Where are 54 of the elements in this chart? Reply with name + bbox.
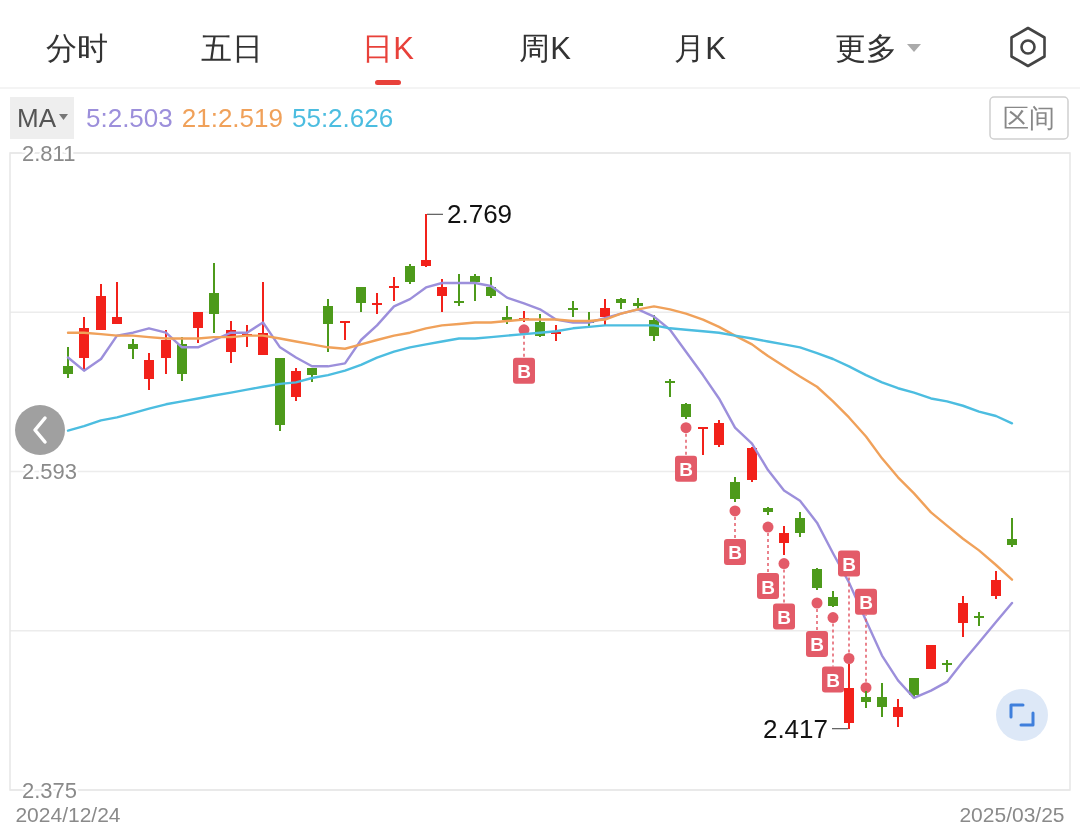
tab-label: 分时 xyxy=(46,30,108,66)
annotation: 2.417 xyxy=(762,713,849,744)
legend: MA 5:2.503 21:2.519 55:2.626 xyxy=(10,97,394,139)
tab-label: 月K xyxy=(674,30,726,66)
annotation: 2.769 xyxy=(426,199,513,230)
candlestick xyxy=(128,338,138,359)
data-label: B xyxy=(777,607,791,629)
data-label: B xyxy=(859,592,873,614)
value-label: B xyxy=(773,568,795,630)
value-label: B xyxy=(724,516,746,565)
value-label: B xyxy=(513,335,535,384)
annotation: 2.769 xyxy=(447,199,513,230)
candlestick xyxy=(698,426,708,456)
data-label: B xyxy=(679,459,693,481)
x-tick-label: 2024/12/24 xyxy=(15,802,121,826)
y-tick-label: 2.811 xyxy=(22,140,76,166)
tab-label: 五日 xyxy=(201,30,263,66)
candlestick xyxy=(421,214,431,267)
point xyxy=(762,521,774,533)
candlestick xyxy=(974,611,984,627)
candlestick xyxy=(942,659,952,672)
data-label: B xyxy=(810,634,824,656)
y-tick-label: 2.593 xyxy=(22,459,78,484)
annotation: 2.417 xyxy=(762,713,828,744)
value-label: B xyxy=(675,432,697,482)
point xyxy=(729,505,741,517)
candlestick xyxy=(340,321,350,341)
candlestick xyxy=(1007,518,1017,548)
x-tick-label: 2025/03/25 xyxy=(959,802,1065,826)
value-label: B xyxy=(822,622,844,693)
y-tick-label: 2.375 xyxy=(22,777,78,803)
data-label: B xyxy=(826,670,840,692)
value-label: B xyxy=(806,608,828,657)
candlestick xyxy=(568,300,578,317)
data-label: B xyxy=(842,554,856,576)
candlestick xyxy=(389,277,399,301)
tab-label: 周K xyxy=(519,30,571,66)
candlestick xyxy=(665,379,675,397)
data-label: B xyxy=(517,361,531,383)
value-label: B xyxy=(855,588,877,683)
value-label: B xyxy=(757,532,779,599)
point xyxy=(843,653,855,665)
text: 区间 xyxy=(1003,103,1055,133)
point xyxy=(827,612,839,624)
candlestick xyxy=(372,293,382,314)
point xyxy=(680,422,692,434)
point xyxy=(778,558,790,570)
data-label: B xyxy=(728,542,742,564)
legend-title: MA xyxy=(17,103,57,133)
point xyxy=(860,682,872,694)
point xyxy=(811,597,823,609)
tab-label: 日K xyxy=(362,30,414,66)
data-label: B xyxy=(761,576,775,598)
tab-label: 更多 xyxy=(835,30,897,66)
